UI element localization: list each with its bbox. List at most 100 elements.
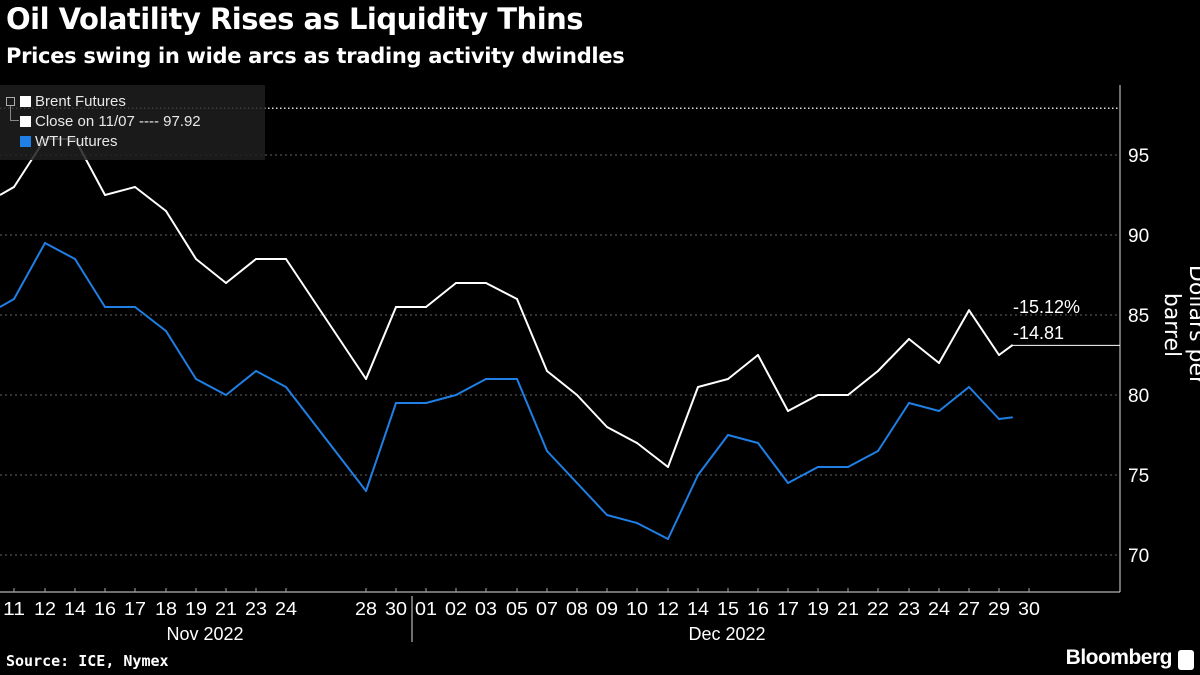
annotation-pct: -15.12% bbox=[1013, 297, 1080, 317]
data-point bbox=[667, 538, 669, 540]
data-point bbox=[546, 450, 548, 452]
x-tick-label: 12 bbox=[34, 599, 56, 619]
x-tick-label: 23 bbox=[898, 599, 920, 619]
data-point bbox=[877, 450, 879, 452]
bloomberg-icon bbox=[1178, 650, 1194, 670]
data-point bbox=[195, 378, 197, 380]
x-tick-label: 10 bbox=[626, 599, 648, 619]
bloomberg-logo: Bloomberg bbox=[1065, 646, 1173, 669]
data-point bbox=[697, 474, 699, 476]
x-tick-label: 14 bbox=[687, 599, 709, 619]
data-point bbox=[395, 306, 397, 308]
data-point bbox=[165, 210, 167, 212]
data-point bbox=[727, 434, 729, 436]
data-point bbox=[908, 338, 910, 340]
data-point bbox=[74, 258, 76, 260]
y-tick-label: 75 bbox=[1128, 466, 1149, 487]
wti-series-line bbox=[0, 242, 1013, 540]
data-point bbox=[425, 402, 427, 404]
month-label: Nov 2022 bbox=[166, 624, 243, 644]
data-point bbox=[425, 306, 427, 308]
x-tick-label: 07 bbox=[536, 599, 558, 619]
data-point bbox=[938, 362, 940, 364]
x-tick-label: 30 bbox=[1018, 599, 1040, 619]
data-point bbox=[576, 394, 578, 396]
data-point bbox=[195, 258, 197, 260]
x-tick-label: 30 bbox=[385, 599, 407, 619]
y-tick-label: 85 bbox=[1128, 306, 1149, 327]
data-point bbox=[455, 282, 457, 284]
data-point bbox=[365, 490, 367, 492]
x-tick-label: 15 bbox=[717, 599, 739, 619]
data-point bbox=[285, 258, 287, 260]
data-point bbox=[847, 394, 849, 396]
x-tick-label: 01 bbox=[415, 599, 437, 619]
x-tick-label: 23 bbox=[245, 599, 267, 619]
data-point bbox=[485, 378, 487, 380]
data-point bbox=[697, 386, 699, 388]
data-point bbox=[968, 386, 970, 388]
data-point bbox=[938, 410, 940, 412]
data-point bbox=[757, 354, 759, 356]
data-point bbox=[787, 482, 789, 484]
month-label: Dec 2022 bbox=[688, 624, 765, 644]
x-tick-label: 16 bbox=[747, 599, 769, 619]
legend-item-wti[interactable]: WTI Futures bbox=[20, 133, 118, 150]
brent-swatch bbox=[20, 96, 31, 107]
data-point bbox=[667, 466, 669, 468]
data-point bbox=[13, 186, 15, 188]
data-point bbox=[998, 418, 1000, 420]
data-point bbox=[455, 394, 457, 396]
x-tick-label: 05 bbox=[506, 599, 528, 619]
chart-subtitle: Prices swing in wide arcs as trading act… bbox=[6, 44, 625, 68]
data-point bbox=[516, 378, 518, 380]
x-tick-label: 21 bbox=[215, 599, 237, 619]
x-tick-label: 17 bbox=[777, 599, 799, 619]
x-tick-label: 24 bbox=[928, 599, 950, 619]
data-point bbox=[44, 242, 46, 244]
collapse-icon[interactable] bbox=[6, 97, 15, 106]
x-tick-label: 19 bbox=[807, 599, 829, 619]
data-point bbox=[757, 442, 759, 444]
data-point bbox=[877, 370, 879, 372]
data-point bbox=[365, 378, 367, 380]
x-tick-label: 28 bbox=[355, 599, 377, 619]
legend-item-brent[interactable]: Brent Futures bbox=[20, 93, 126, 110]
y-tick-label: 90 bbox=[1128, 226, 1149, 247]
legend: Brent Futures Close on 11/07 ---- 97.92 … bbox=[0, 85, 265, 160]
legend-label: WTI Futures bbox=[35, 133, 118, 150]
data-point bbox=[817, 466, 819, 468]
x-tick-label: 16 bbox=[94, 599, 116, 619]
source-note: Source: ICE, Nymex bbox=[6, 652, 169, 670]
x-tick-label: 17 bbox=[124, 599, 146, 619]
data-point bbox=[606, 514, 608, 516]
data-point bbox=[787, 410, 789, 412]
data-point bbox=[395, 402, 397, 404]
brent-series-line bbox=[0, 138, 1013, 468]
data-point bbox=[516, 298, 518, 300]
data-point bbox=[727, 378, 729, 380]
data-point bbox=[165, 330, 167, 332]
data-point bbox=[847, 466, 849, 468]
data-point bbox=[13, 298, 15, 300]
data-point bbox=[546, 370, 548, 372]
data-point bbox=[285, 386, 287, 388]
legend-item-close[interactable]: Close on 11/07 ---- 97.92 bbox=[20, 113, 201, 130]
x-tick-label: 14 bbox=[64, 599, 86, 619]
data-point bbox=[636, 522, 638, 524]
data-point bbox=[485, 282, 487, 284]
x-tick-label: 24 bbox=[275, 599, 297, 619]
data-point bbox=[636, 442, 638, 444]
x-tick-label: 21 bbox=[837, 599, 859, 619]
data-point bbox=[255, 258, 257, 260]
data-point bbox=[225, 282, 227, 284]
data-point bbox=[968, 309, 970, 312]
legend-label: Brent Futures bbox=[35, 93, 126, 110]
x-tick-label: 29 bbox=[988, 599, 1010, 619]
data-point bbox=[1011, 416, 1013, 419]
x-tick-label: 18 bbox=[155, 599, 177, 619]
x-tick-label: 27 bbox=[958, 599, 980, 619]
y-tick-label: 80 bbox=[1128, 386, 1149, 407]
data-point bbox=[104, 306, 106, 308]
y-tick-label: 70 bbox=[1128, 546, 1149, 567]
